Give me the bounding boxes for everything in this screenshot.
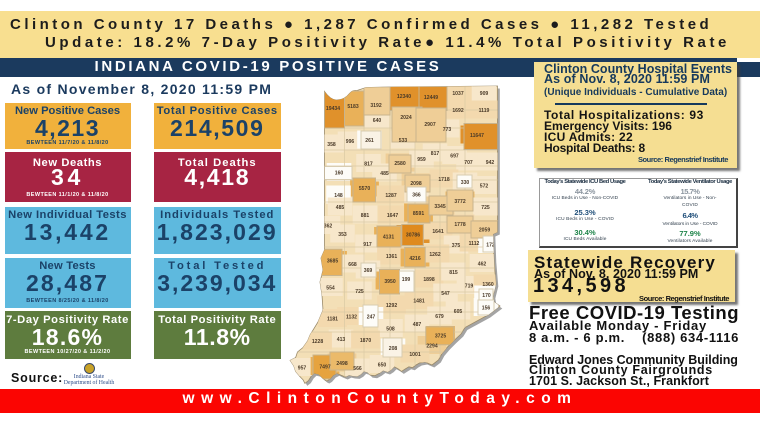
svg-text:917: 917	[363, 242, 372, 248]
svg-text:1262: 1262	[429, 252, 440, 258]
svg-text:909: 909	[480, 91, 489, 97]
svg-text:1292: 1292	[386, 303, 397, 309]
svg-text:2024: 2024	[400, 115, 411, 121]
svg-text:996: 996	[346, 139, 355, 145]
svg-text:330: 330	[461, 180, 470, 186]
svg-text:1001: 1001	[409, 352, 420, 358]
svg-text:487: 487	[413, 322, 422, 328]
svg-text:12449: 12449	[424, 95, 438, 101]
svg-text:725: 725	[355, 289, 364, 295]
svg-text:1181: 1181	[327, 317, 338, 323]
svg-text:3685: 3685	[327, 259, 338, 265]
svg-text:11647: 11647	[470, 133, 484, 139]
svg-text:358: 358	[327, 142, 336, 148]
svg-text:1718: 1718	[438, 177, 449, 183]
svg-text:199: 199	[402, 277, 411, 283]
svg-text:7497: 7497	[319, 365, 330, 371]
svg-text:547: 547	[441, 291, 450, 297]
svg-text:773: 773	[443, 127, 452, 133]
svg-text:4216: 4216	[409, 256, 420, 262]
svg-text:1647: 1647	[387, 213, 398, 219]
svg-text:668: 668	[348, 262, 357, 268]
svg-text:1778: 1778	[454, 222, 465, 228]
svg-text:261: 261	[365, 138, 374, 144]
svg-text:2907: 2907	[424, 122, 435, 128]
svg-text:2580: 2580	[394, 161, 405, 167]
svg-text:160: 160	[335, 171, 344, 177]
svg-text:3725: 3725	[435, 334, 446, 340]
svg-text:697: 697	[450, 154, 459, 160]
svg-text:1112: 1112	[469, 241, 480, 247]
svg-text:19434: 19434	[326, 106, 340, 112]
svg-text:1287: 1287	[385, 193, 396, 199]
svg-text:1641: 1641	[432, 229, 443, 235]
svg-text:1898: 1898	[423, 277, 434, 283]
svg-text:30786: 30786	[406, 233, 420, 239]
svg-text:485: 485	[380, 171, 389, 177]
svg-text:366: 366	[412, 193, 421, 199]
svg-text:1119: 1119	[479, 108, 490, 114]
svg-text:572: 572	[480, 184, 489, 190]
svg-text:1228: 1228	[312, 339, 323, 345]
svg-text:3772: 3772	[454, 199, 465, 205]
svg-text:1132: 1132	[346, 315, 357, 321]
svg-text:148: 148	[334, 193, 343, 199]
svg-text:957: 957	[298, 366, 307, 372]
svg-text:817: 817	[364, 162, 373, 168]
svg-text:5183: 5183	[347, 104, 358, 110]
svg-text:8591: 8591	[413, 211, 424, 217]
svg-text:485: 485	[336, 205, 345, 211]
svg-text:3345: 3345	[434, 204, 445, 210]
svg-text:1361: 1361	[386, 254, 397, 260]
svg-text:208: 208	[389, 346, 398, 352]
svg-text:156: 156	[482, 306, 491, 312]
svg-text:679: 679	[435, 314, 444, 320]
svg-text:725: 725	[481, 205, 490, 211]
svg-text:719: 719	[465, 284, 474, 290]
svg-text:4131: 4131	[383, 235, 394, 241]
svg-text:566: 566	[353, 366, 362, 372]
svg-text:172: 172	[486, 243, 495, 249]
svg-text:640: 640	[373, 118, 382, 124]
svg-text:942: 942	[486, 160, 495, 166]
svg-text:508: 508	[386, 327, 395, 333]
svg-text:12340: 12340	[397, 94, 411, 100]
svg-text:1481: 1481	[413, 299, 424, 305]
svg-text:247: 247	[367, 315, 376, 321]
svg-text:170: 170	[482, 293, 491, 299]
svg-text:815: 815	[449, 270, 458, 276]
svg-text:881: 881	[361, 213, 370, 219]
svg-text:3192: 3192	[370, 103, 381, 109]
svg-text:959: 959	[417, 157, 426, 163]
svg-text:554: 554	[326, 286, 335, 292]
svg-text:533: 533	[399, 138, 408, 144]
svg-text:5570: 5570	[359, 186, 370, 192]
svg-text:2498: 2498	[336, 361, 347, 367]
svg-text:1870: 1870	[360, 338, 371, 344]
svg-text:2294: 2294	[426, 344, 437, 350]
svg-text:2098: 2098	[410, 181, 421, 187]
svg-text:650: 650	[378, 363, 387, 369]
svg-text:3950: 3950	[384, 279, 395, 285]
svg-text:1692: 1692	[452, 108, 463, 114]
svg-text:1037: 1037	[452, 91, 463, 97]
svg-text:1360: 1360	[482, 282, 493, 288]
svg-text:413: 413	[337, 337, 346, 343]
svg-text:462: 462	[478, 262, 487, 268]
svg-text:369: 369	[364, 268, 373, 274]
svg-text:353: 353	[338, 232, 347, 238]
svg-text:817: 817	[431, 151, 440, 157]
svg-text:707: 707	[464, 160, 473, 166]
svg-text:362: 362	[324, 224, 333, 230]
svg-text:605: 605	[454, 309, 463, 315]
svg-text:375: 375	[452, 243, 461, 249]
svg-text:2059: 2059	[479, 228, 490, 234]
